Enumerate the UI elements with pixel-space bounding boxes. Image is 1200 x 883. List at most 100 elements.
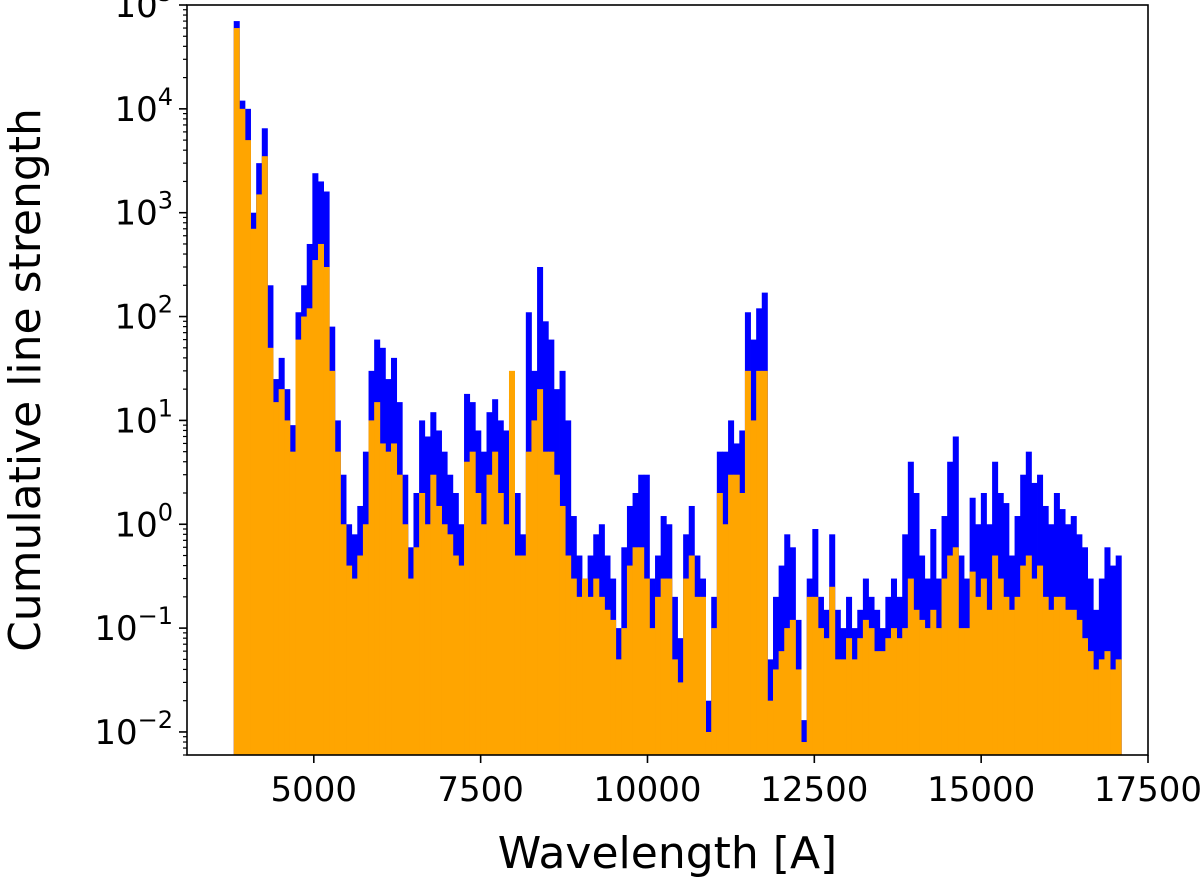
orange-bar xyxy=(958,628,965,755)
orange-bar xyxy=(244,140,251,756)
orange-bar xyxy=(239,108,246,756)
orange-bar xyxy=(761,370,768,755)
x-tick-label: 10000 xyxy=(593,770,701,810)
orange-bar xyxy=(722,524,729,755)
orange-bar xyxy=(660,578,667,755)
x-axis: 5000 7500 10000 12500 15000 17500 xyxy=(271,755,1200,810)
orange-bar xyxy=(997,578,1004,755)
orange-bar xyxy=(486,474,493,755)
orange-bar xyxy=(1087,651,1094,755)
orange-bar xyxy=(233,28,240,756)
orange-bar xyxy=(829,586,836,755)
orange-bar xyxy=(413,547,420,755)
series-orange-bars xyxy=(233,28,1122,756)
orange-bar xyxy=(1042,596,1049,755)
x-tick-label: 17500 xyxy=(1094,770,1200,810)
orange-bar xyxy=(396,474,403,755)
orange-bar xyxy=(306,308,313,755)
orange-bar xyxy=(598,596,605,755)
orange-bar xyxy=(638,547,645,755)
orange-bar xyxy=(1070,609,1077,755)
orange-bar xyxy=(464,461,471,755)
orange-bar xyxy=(969,571,976,755)
orange-bar xyxy=(1048,609,1055,755)
orange-bar xyxy=(278,389,285,755)
orange-bar xyxy=(626,565,633,755)
orange-bar xyxy=(846,638,853,755)
orange-bar xyxy=(823,638,830,755)
orange-bar xyxy=(817,628,824,755)
orange-bar xyxy=(435,505,442,755)
orange-bar xyxy=(407,578,414,755)
orange-bar xyxy=(497,493,504,755)
orange-bar xyxy=(621,628,628,755)
orange-bar xyxy=(503,524,510,755)
orange-bar xyxy=(256,194,263,756)
y-axis: 10−2 10−1 100 101 102 103 104 105 xyxy=(94,0,187,756)
orange-bar xyxy=(862,619,869,755)
orange-bar xyxy=(671,659,678,755)
orange-bar xyxy=(930,609,937,755)
orange-bar xyxy=(593,578,600,755)
orange-bar xyxy=(1003,596,1010,755)
orange-bar xyxy=(857,638,864,755)
blue-bar xyxy=(1115,555,1122,755)
orange-bar xyxy=(346,565,353,755)
orange-bar xyxy=(430,474,437,755)
orange-bar xyxy=(273,402,280,755)
orange-bar xyxy=(806,596,813,755)
orange-bar xyxy=(699,596,706,755)
orange-bar xyxy=(475,493,482,755)
orange-bar xyxy=(508,370,515,755)
orange-bar xyxy=(424,524,431,755)
orange-bar xyxy=(362,524,369,755)
orange-bar xyxy=(840,659,847,755)
orange-bar xyxy=(351,578,358,755)
orange-bar xyxy=(1059,596,1066,755)
orange-bar xyxy=(295,339,302,755)
orange-bar xyxy=(778,651,785,755)
x-tick-label: 15000 xyxy=(927,770,1035,810)
orange-bar xyxy=(834,659,841,755)
orange-bar xyxy=(441,524,448,755)
x-tick-label: 7500 xyxy=(437,770,524,810)
orange-bar xyxy=(447,534,454,755)
orange-bar xyxy=(750,420,757,755)
orange-bar xyxy=(733,474,740,755)
orange-bar xyxy=(919,619,926,755)
orange-bar xyxy=(419,493,426,755)
orange-bar xyxy=(1076,619,1083,755)
orange-bar xyxy=(514,555,521,755)
y-axis-label: Cumulative line strength xyxy=(0,108,51,652)
orange-bar xyxy=(801,742,808,755)
x-tick-label: 12500 xyxy=(760,770,868,810)
orange-bar xyxy=(705,731,712,755)
orange-bar xyxy=(913,609,920,755)
orange-bar xyxy=(739,493,746,755)
orange-bar xyxy=(902,628,909,755)
orange-bar xyxy=(879,651,886,755)
orange-bar xyxy=(615,659,622,755)
blue-bar xyxy=(801,720,808,755)
orange-bar xyxy=(1065,609,1072,755)
orange-bar xyxy=(334,451,341,755)
orange-bar xyxy=(711,628,718,755)
orange-bar xyxy=(379,443,386,755)
orange-bar xyxy=(368,420,375,755)
orange-bar xyxy=(565,555,572,755)
orange-bar xyxy=(688,555,695,755)
orange-bar xyxy=(896,638,903,755)
orange-bar xyxy=(374,402,381,755)
orange-bar xyxy=(980,578,987,755)
orange-bar xyxy=(576,596,583,755)
orange-bar xyxy=(683,578,690,755)
orange-bar xyxy=(357,555,364,755)
orange-bar xyxy=(610,619,617,755)
plot-frame xyxy=(186,4,1149,756)
orange-bar xyxy=(666,578,673,755)
orange-bar xyxy=(267,347,274,755)
y-tick-label: 102 xyxy=(114,291,173,338)
orange-bar xyxy=(1081,638,1088,755)
orange-bar xyxy=(744,370,751,755)
orange-bar xyxy=(941,578,948,755)
